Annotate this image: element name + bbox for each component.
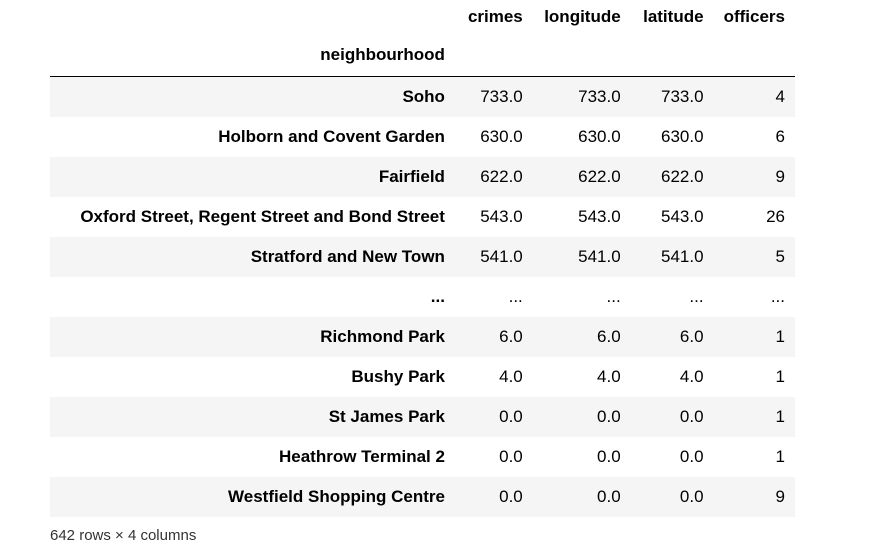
row-index-label: Stratford and New Town (250, 247, 445, 266)
dataframe-shape-footer: 642 rows × 4 columns (50, 527, 197, 544)
row-index-label: Soho (402, 87, 445, 106)
cell-crimes: 0.0 (499, 407, 523, 426)
table-row: Richmond Park 6.0 6.0 6.0 1 (50, 317, 795, 357)
cell-crimes: ... (508, 287, 523, 306)
table-row: Stratford and New Town 541.0 541.0 541.0… (50, 237, 795, 277)
table-row-ellipsis: ... ... ... ... ... (50, 277, 795, 317)
cell-latitude: 630.0 (661, 127, 704, 146)
cell-crimes: 4.0 (499, 367, 523, 386)
cell-officers: 9 (775, 487, 785, 506)
cell-latitude: 0.0 (679, 407, 704, 426)
cell-latitude: 541.0 (661, 247, 704, 266)
table-row: Bushy Park 4.0 4.0 4.0 1 (50, 357, 795, 397)
cell-crimes: 543.0 (480, 207, 523, 226)
cell-officers: 1 (775, 327, 785, 346)
cell-crimes: 0.0 (499, 487, 523, 506)
cell-officers: 6 (775, 127, 785, 146)
row-index-label: Westfield Shopping Centre (228, 487, 445, 506)
row-index-label: Richmond Park (320, 327, 445, 346)
cell-latitude: ... (689, 287, 704, 306)
table-row: St James Park 0.0 0.0 0.0 1 (50, 397, 795, 437)
cell-officers: 1 (775, 447, 785, 466)
cell-latitude: 622.0 (661, 167, 704, 186)
cell-officers: 1 (775, 407, 785, 426)
cell-officers: 26 (766, 207, 785, 226)
cell-longitude: 543.0 (578, 207, 621, 226)
column-header-officers: officers (723, 7, 785, 26)
cell-longitude: 0.0 (597, 407, 621, 426)
index-name-header: neighbourhood (50, 34, 455, 77)
table-row: Heathrow Terminal 2 0.0 0.0 0.0 1 (50, 437, 795, 477)
cell-longitude: 0.0 (597, 447, 621, 466)
cell-longitude: 630.0 (578, 127, 621, 146)
cell-latitude: 733.0 (661, 87, 704, 106)
cell-longitude: 0.0 (597, 487, 621, 506)
cell-latitude: 0.0 (679, 487, 704, 506)
table-row: Soho 733.0 733.0 733.0 4 (50, 76, 795, 117)
row-index-label: Holborn and Covent Garden (218, 127, 445, 146)
cell-officers: 9 (775, 167, 785, 186)
corner-cell (50, 0, 455, 34)
cell-crimes: 541.0 (480, 247, 523, 266)
cell-longitude: 541.0 (578, 247, 621, 266)
row-index-label: St James Park (328, 407, 445, 426)
cell-longitude: 4.0 (597, 367, 621, 386)
cell-longitude: 733.0 (578, 87, 621, 106)
column-header-longitude: longitude (544, 7, 621, 26)
cell-latitude: 6.0 (679, 327, 704, 346)
column-header-latitude: latitude (643, 7, 704, 26)
table-row: Fairfield 622.0 622.0 622.0 9 (50, 157, 795, 197)
table-row: Oxford Street, Regent Street and Bond St… (50, 197, 795, 237)
cell-latitude: 4.0 (679, 367, 704, 386)
index-name-row: neighbourhood (50, 34, 795, 77)
cell-crimes: 630.0 (480, 127, 523, 146)
row-index-label: Fairfield (378, 167, 445, 186)
row-index-label: ... (430, 287, 445, 306)
cell-latitude: 543.0 (661, 207, 704, 226)
table-body: Soho 733.0 733.0 733.0 4 Holborn and Cov… (50, 76, 795, 517)
cell-crimes: 733.0 (480, 87, 523, 106)
cell-crimes: 6.0 (499, 327, 523, 346)
cell-crimes: 0.0 (499, 447, 523, 466)
cell-longitude: 622.0 (578, 167, 621, 186)
table-row: Westfield Shopping Centre 0.0 0.0 0.0 9 (50, 477, 795, 517)
cell-officers: 1 (775, 367, 785, 386)
cell-officers: 4 (775, 87, 785, 106)
column-header-crimes: crimes (467, 7, 523, 26)
dataframe-table: crimes longitude latitude officers neigh… (50, 0, 795, 517)
cell-officers: ... (770, 287, 785, 306)
cell-longitude: ... (606, 287, 621, 306)
row-index-label: Oxford Street, Regent Street and Bond St… (80, 207, 445, 226)
cell-longitude: 6.0 (597, 327, 621, 346)
row-index-label: Bushy Park (351, 367, 445, 386)
cell-officers: 5 (775, 247, 785, 266)
table-row: Holborn and Covent Garden 630.0 630.0 63… (50, 117, 795, 157)
dataframe-output: crimes longitude latitude officers neigh… (50, 0, 795, 517)
cell-latitude: 0.0 (679, 447, 704, 466)
row-index-label: Heathrow Terminal 2 (278, 447, 445, 466)
cell-crimes: 622.0 (480, 167, 523, 186)
column-header-row: crimes longitude latitude officers (50, 0, 795, 34)
